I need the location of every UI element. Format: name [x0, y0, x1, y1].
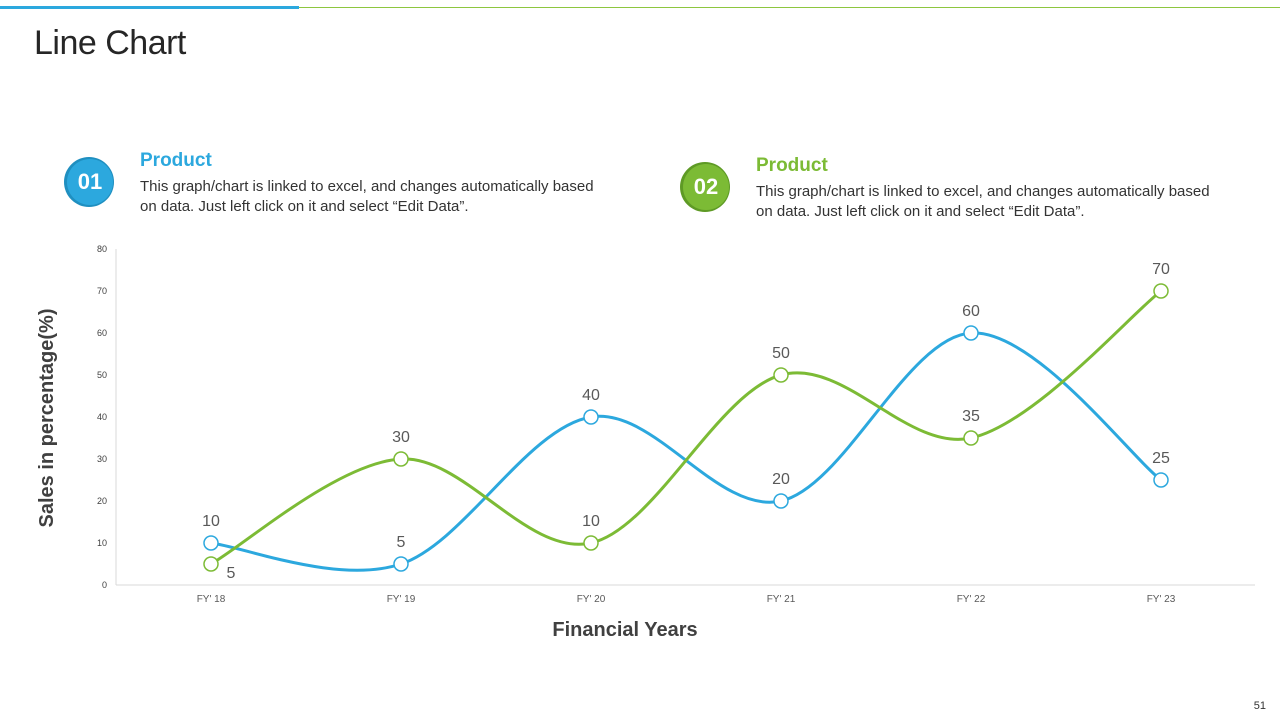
series-1-point: [583, 409, 599, 425]
series-2-point: [583, 535, 599, 551]
series-1-data-label: 5: [397, 534, 406, 551]
legend-title-02: Product: [756, 155, 828, 176]
y-tick-label: 60: [97, 328, 107, 338]
legend-description-01: This graph/chart is linked to excel, and…: [140, 178, 594, 215]
top-accent-line-green: [299, 7, 1280, 8]
y-tick-label: 30: [97, 454, 107, 464]
series-1-data-label: 25: [1152, 450, 1170, 467]
x-axis-title: Financial Years: [552, 619, 697, 641]
y-tick-label: 50: [97, 370, 107, 380]
series-2-data-label: 30: [392, 429, 410, 446]
series-1-point: [773, 493, 789, 509]
series-1-data-label: 60: [962, 303, 980, 320]
legend-description-02: This graph/chart is linked to excel, and…: [756, 183, 1210, 220]
series-2-data-label: 70: [1152, 261, 1170, 278]
x-tick-label: FY' 18: [197, 594, 226, 605]
series-1-data-label: 20: [772, 471, 790, 488]
series-1-data-label: 40: [582, 387, 600, 404]
series-2-point: [963, 430, 979, 446]
y-tick-label: 80: [97, 244, 107, 254]
badge-01: 01: [67, 159, 113, 205]
series-2-point: [393, 451, 409, 467]
series-2-point: [203, 556, 219, 572]
legend-title-01: Product: [140, 150, 212, 171]
series-2-point: [1153, 283, 1169, 299]
x-tick-label: FY' 23: [1147, 594, 1176, 605]
x-tick-label: FY' 21: [767, 594, 796, 605]
page-title: Line Chart: [34, 24, 186, 62]
series-1-point: [1153, 472, 1169, 488]
y-tick-label: 40: [97, 412, 107, 422]
series-1-point: [963, 325, 979, 341]
series-line-2: [210, 289, 1162, 566]
series-1-data-label: 10: [202, 513, 220, 530]
series-1-point: [393, 556, 409, 572]
y-tick-label: 20: [97, 496, 107, 506]
badge-02: 02: [683, 164, 729, 210]
y-tick-label: 0: [102, 580, 107, 590]
y-tick-label: 10: [97, 538, 107, 548]
page-number: 51: [1253, 700, 1266, 712]
series-2-data-label: 35: [962, 408, 980, 425]
series-1-point: [203, 535, 219, 551]
series-2-data-label: 10: [582, 513, 600, 530]
x-tick-label: FY' 22: [957, 594, 986, 605]
x-tick-label: FY' 20: [577, 594, 606, 605]
series-2-point: [773, 367, 789, 383]
x-tick-label: FY' 19: [387, 594, 416, 605]
series-2-data-label: 50: [772, 345, 790, 362]
series-line-1: [210, 331, 1162, 572]
y-axis-title: Sales in percentage(%): [36, 309, 58, 528]
y-tick-label: 70: [97, 286, 107, 296]
series-2-data-label: 5: [227, 565, 236, 582]
top-accent-line-blue: [0, 6, 299, 9]
